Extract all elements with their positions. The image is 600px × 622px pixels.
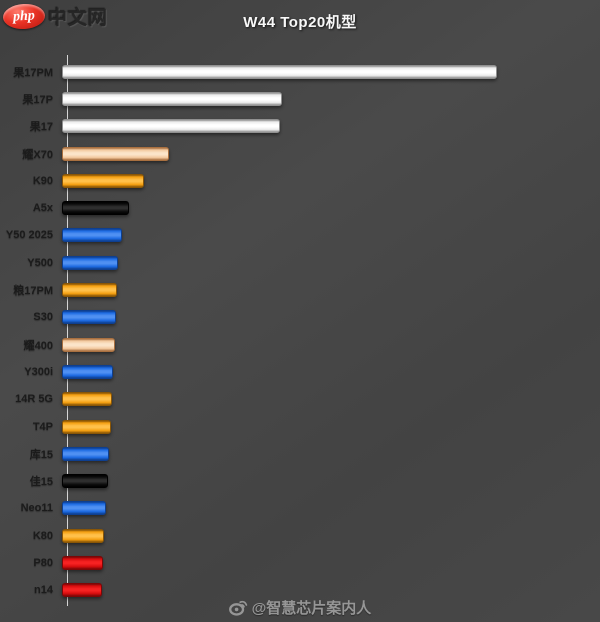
bar-label: 14R 5G (15, 393, 53, 406)
bar-area (60, 501, 600, 516)
chart-row: 14R 5G (0, 386, 600, 413)
chart-row: 耀X70 (0, 140, 600, 167)
bar-label: S30 (33, 311, 53, 324)
bar-area (60, 255, 600, 270)
watermark-handle: @智慧芯片案内人 (251, 600, 372, 617)
bar-area (60, 119, 600, 134)
bar (62, 419, 111, 434)
y-axis-line (67, 55, 68, 606)
chart-row: 果17P (0, 85, 600, 112)
chart-row: 耀400 (0, 331, 600, 358)
chart-row: K90 (0, 167, 600, 194)
bar (62, 201, 129, 216)
bar (62, 392, 112, 407)
chart-row: T4P (0, 413, 600, 440)
bar-area (60, 364, 600, 379)
bar-area (60, 64, 600, 79)
bar-label: 果17 (29, 121, 53, 134)
chart-row: n14 (0, 577, 600, 604)
bar-label: 果17P (22, 93, 53, 106)
bar-label: K90 (32, 174, 53, 187)
bar (62, 119, 280, 134)
bar-label: 果17PM (13, 66, 53, 79)
bar (62, 255, 118, 270)
bar (62, 64, 497, 79)
chart-row: S30 (0, 304, 600, 331)
bar-area (60, 337, 600, 352)
bar-label: P80 (33, 556, 53, 569)
bar (62, 228, 122, 243)
bar-area (60, 446, 600, 461)
bar (62, 528, 104, 543)
weibo-icon (228, 600, 247, 616)
bar-label: Y300i (24, 365, 53, 378)
bar-area (60, 146, 600, 161)
site-logo-text: 中文网 (48, 8, 109, 29)
bar-area (60, 392, 600, 407)
bar (62, 501, 106, 516)
bar (62, 583, 102, 598)
chart-row: 果17 (0, 113, 600, 140)
chart-row: P80 (0, 549, 600, 576)
bar-label: K80 (32, 529, 53, 542)
chart-row: 库15 (0, 440, 600, 467)
bar (62, 91, 282, 106)
bar-label: n14 (34, 584, 53, 597)
bar-area (60, 419, 600, 434)
chart-row: Y300i (0, 358, 600, 385)
chart-row: 粮17PM (0, 276, 600, 303)
chart-row: Y500 (0, 249, 600, 276)
chart-row: Neo11 (0, 495, 600, 522)
chart-row: K80 (0, 522, 600, 549)
bar-label: A5x (32, 202, 53, 215)
bar-area (60, 555, 600, 570)
chart-row: Y50 2025 (0, 222, 600, 249)
bar-label: 耀X70 (22, 148, 53, 161)
bar-area (60, 310, 600, 325)
bar-label: 库15 (29, 448, 53, 461)
bar-label: Y50 2025 (5, 229, 53, 242)
bar (62, 283, 117, 298)
bar-area (60, 528, 600, 543)
bar (62, 310, 116, 325)
bar (62, 173, 144, 188)
watermark: @智慧芯片案内人 (0, 597, 600, 618)
bar-area (60, 173, 600, 188)
bar-area (60, 474, 600, 489)
bar-label: 佳15 (29, 476, 53, 489)
site-logo: php 中文网 (2, 2, 109, 31)
bar (62, 446, 109, 461)
bar-area (60, 583, 600, 598)
bar (62, 474, 108, 489)
bar-label: 耀400 (23, 339, 53, 352)
bar-area (60, 201, 600, 216)
bar (62, 337, 115, 352)
bar-area (60, 91, 600, 106)
chart-title: W44 Top20机型 (243, 14, 357, 31)
bar-label: T4P (32, 420, 53, 433)
bar-rows: 果17PM 果17P 果17 耀X70 K90 A5x Y50 (0, 58, 600, 604)
bar-area (60, 283, 600, 298)
bar (62, 146, 169, 161)
bar-label: Neo11 (20, 502, 53, 515)
bar-label: 粮17PM (13, 285, 53, 298)
chart-row: A5x (0, 194, 600, 221)
bar (62, 364, 113, 379)
bar (62, 555, 103, 570)
chart-row: 佳15 (0, 467, 600, 494)
chart-row: 果17PM (0, 58, 600, 85)
bar-label: Y500 (27, 256, 53, 269)
bar-area (60, 228, 600, 243)
